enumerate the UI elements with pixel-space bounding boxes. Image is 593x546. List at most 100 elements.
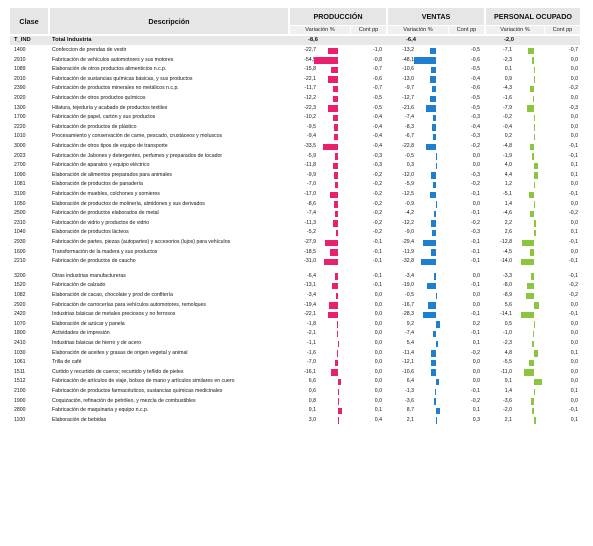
descripcion-cell: Fabricación de otros productos químicos [52,95,146,101]
personal-bar [529,249,534,256]
table-row: 1070 Elaboración de azúcar y panela -1,8 0,… [10,320,580,329]
table-row: 2910 Fabricación de vehículos automotores… [10,56,580,65]
produccion-variacion-cell: -7,0 [307,181,316,188]
personal-bar [521,258,534,266]
ventas-cont-cell: -0,3 [471,171,480,178]
personal-variacion-cell: -1,9 [503,152,512,159]
ventas-variacion-cell: -7,4 [405,330,414,337]
ventas-variacion-cell: -11,4 [402,349,414,356]
produccion-bar [333,114,338,122]
descripcion-cell: Fabricación de maquinaria y equipo n.c.p… [52,407,149,414]
ventas-bar [434,273,436,280]
ventas-bar [430,249,436,256]
ventas-cont-cell: -0,4 [471,123,480,130]
descripcion-cell: Elaboración de aceites y grasas de orige… [52,349,188,356]
personal-cont-cell: -0,1 [569,239,578,245]
table-row: 1010 Procesamiento y conservación de carn… [10,132,580,141]
personal-cont-cell: -0,3 [569,104,578,111]
descripcion-cell: Fabricación de vidrio y productos de vid… [52,219,150,226]
ventas-cont-cell: -0,5 [471,95,480,101]
produccion-cont-cell: 0,0 [374,388,382,394]
ventas-cont-cell: -0,2 [471,397,480,404]
descripcion-cell: Elaboración de productos lácteos [52,229,129,236]
personal-variacion-cell: 1,2 [504,181,512,188]
clase-cell: 2420 [14,311,26,318]
personal-variacion-cell: 4,4 [504,171,512,178]
descripcion-cell: Fabricación de productos elaborados de m… [52,210,159,217]
clase-cell: 2500 [14,210,26,217]
descripcion-cell: Fabricación de productos de plástico [52,123,137,130]
produccion-variacion-cell: -6,4 [307,272,316,279]
clase-cell: 3200 [14,272,26,279]
descripcion-cell: Coquización, refinación de petróleo, y m… [52,397,196,404]
personal-variacion-cell: -4,3 [503,85,512,92]
ventas-cont-cell: 0,3 [472,416,480,423]
produccion-bar [332,95,338,102]
ventas-cont-cell: -0,4 [471,75,480,82]
personal-bar [525,292,534,299]
header-ventas: VENTAS [388,8,484,25]
descripcion-cell: Elaboración de alimentos preparados para… [52,171,172,178]
table-row: 3000 Fabricación de otros tipos de equipo… [10,142,580,151]
clase-cell: 1030 [14,349,26,356]
table-row: 2700 Fabricación de aparatos y equipo elé… [10,161,580,170]
header-produccion: PRODUCCIÓN [290,8,386,25]
ventas-variacion-cell: -8,3 [405,123,414,130]
ventas-bar [431,66,436,74]
personal-cont-cell: -0,1 [569,311,578,318]
produccion-cont-cell: -0,3 [373,162,382,169]
produccion-cont-cell: 0,0 [374,301,382,308]
header-personal: PERSONAL OCUPADO [486,8,580,25]
ventas-variacion-cell: -10,6 [402,66,414,73]
subheader-ventas-cont: Cont pp [449,26,484,34]
produccion-bar [314,57,338,64]
produccion-cont-cell: 0,0 [374,359,382,366]
ventas-variacion-cell: -12,2 [402,219,414,226]
personal-bar [534,350,539,357]
produccion-cont-cell: -0,8 [373,56,382,63]
ventas-bar [423,311,436,319]
ventas-cont-cell: -0,5 [471,66,480,73]
produccion-variacion-cell: -8,6 [307,200,316,207]
personal-variacion-cell: 2,2 [504,219,512,226]
produccion-bar [325,239,338,246]
ventas-bar [436,407,440,415]
total-row: T_IND Total Industria -8,6 -6,4 -2,0 [10,36,580,46]
produccion-bar [334,201,338,208]
ventas-cont-cell: 0,0 [472,301,480,308]
produccion-bar [330,66,338,74]
descripcion-cell: Fabricación de partes, piezas (autoparte… [52,239,231,245]
ventas-variacion-cell: -22,8 [402,143,414,149]
clase-cell: 2100 [14,388,26,394]
produccion-bar [335,229,338,237]
table-row: 2210 Fabricación de productos de caucho -3… [10,257,580,266]
produccion-variacion-cell: -18,5 [304,248,316,255]
clase-cell: 1100 [14,416,26,423]
personal-variacion-cell: 1,4 [504,200,512,207]
produccion-variacion-cell: -9,9 [307,171,316,178]
personal-cont-cell: -0,1 [569,258,578,265]
ventas-cont-cell: -0,5 [471,47,480,53]
table-row: 1512 Fabricación de artículos de viaje, b… [10,377,580,386]
personal-cont-cell: 0,0 [570,340,578,346]
produccion-cont-cell: 0,0 [374,340,382,346]
produccion-variacion-cell: -22,1 [304,75,316,82]
personal-cont-cell: 0,0 [570,75,578,82]
personal-cont-cell: 0,1 [570,349,578,356]
ventas-cont-cell: -0,1 [471,311,480,318]
descripcion-cell: Fabricación de productos minerales no me… [52,85,179,92]
table-row: 2023 Fabricación de Jabones y detergentes… [10,152,580,161]
table-row: 1600 Transformación de la madera y sus pr… [10,248,580,257]
personal-bar [534,66,535,74]
table-row: 1050 Elaboración de productos de molinerí… [10,200,580,209]
personal-cont-cell: 0,0 [570,368,578,375]
table-row: 1061 Trilla de café -7,0 0,0 -12,1 0,0 -5,5 0,0 [10,358,580,367]
personal-bar [531,57,534,64]
descripcion-cell: Fabricación de sustancias químicas básic… [52,75,193,82]
table-row: 2410 Industrias básicas de hierro y de ac… [10,339,580,348]
ventas-variacion-cell: -0,5 [405,292,414,298]
personal-variacion-cell: -2,3 [503,340,512,346]
personal-cont-cell: 0,0 [570,133,578,140]
ventas-cont-cell: -0,6 [471,56,480,63]
personal-cont-cell: 0,0 [570,95,578,101]
